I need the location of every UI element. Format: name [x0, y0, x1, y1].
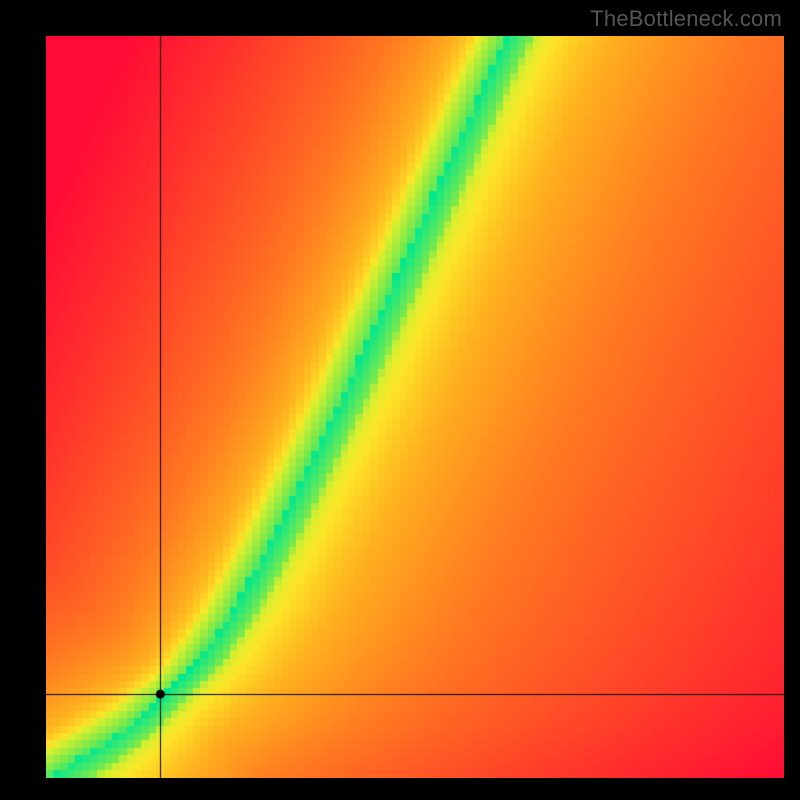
bottleneck-heatmap-canvas: [46, 36, 784, 778]
watermark-text: TheBottleneck.com: [590, 6, 782, 32]
